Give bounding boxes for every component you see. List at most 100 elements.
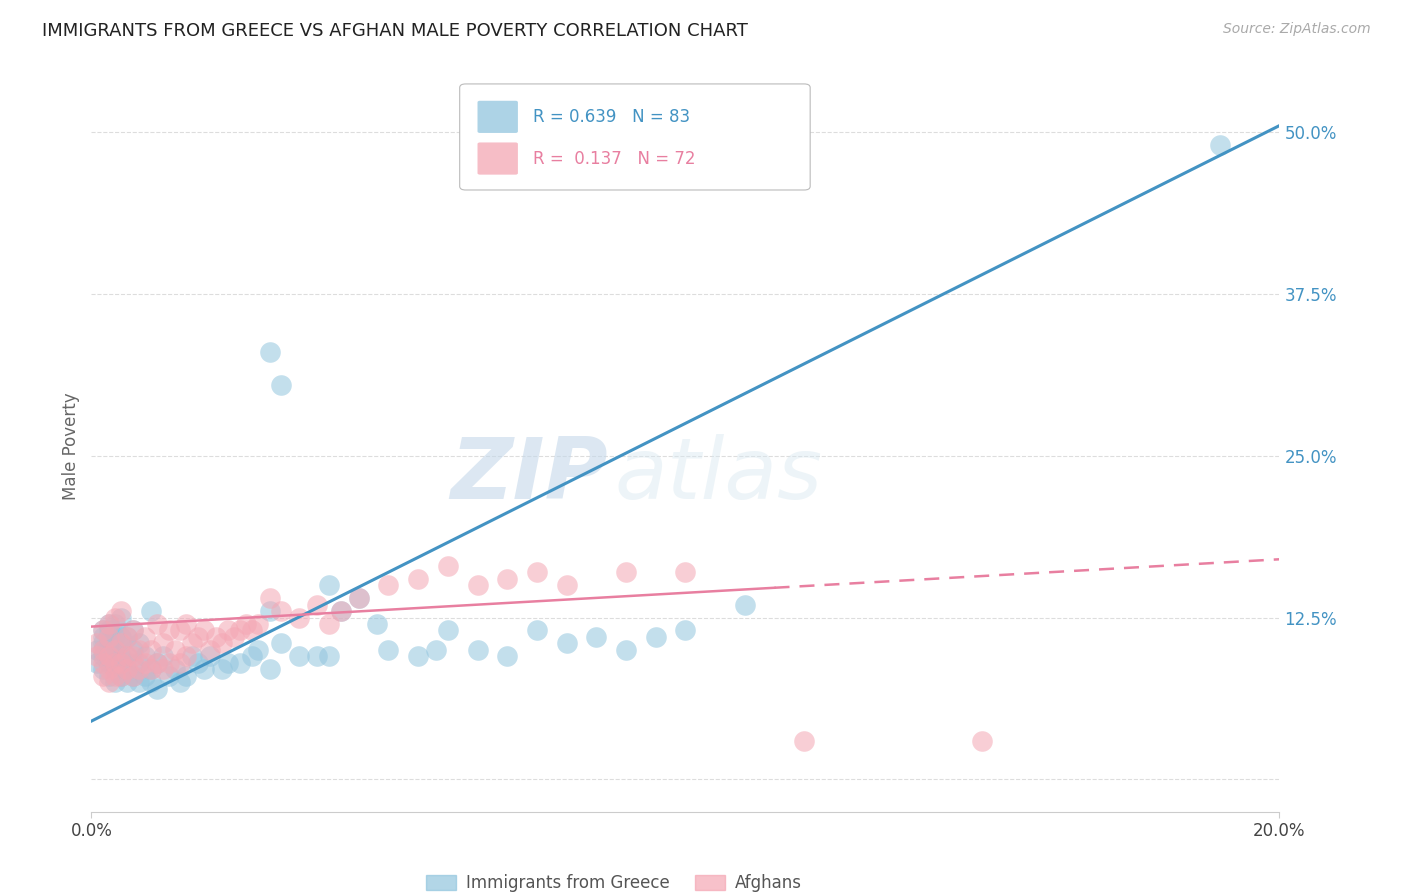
Point [205, 630, 228, 644]
Point [222, 630, 245, 644]
Point [734, 598, 756, 612]
Point [377, 643, 399, 657]
Text: IMMIGRANTS FROM GREECE VS AFGHAN MALE POVERTY CORRELATION CHART: IMMIGRANTS FROM GREECE VS AFGHAN MALE PO… [42, 22, 748, 40]
Point [110, 649, 132, 664]
Point [104, 643, 127, 657]
Point [673, 566, 696, 580]
Point [110, 636, 132, 650]
Point [104, 610, 127, 624]
Point [91, 656, 114, 670]
Point [526, 624, 548, 638]
Point [270, 377, 292, 392]
Point [110, 604, 132, 618]
Point [128, 643, 150, 657]
Point [98, 624, 121, 638]
Point [110, 636, 132, 650]
Point [181, 636, 204, 650]
Point [307, 598, 329, 612]
Point [217, 656, 239, 670]
Point [91, 624, 114, 638]
Point [176, 669, 198, 683]
Point [240, 624, 263, 638]
Point [259, 604, 281, 618]
Point [115, 649, 138, 664]
Point [139, 662, 162, 676]
Point [110, 630, 132, 644]
Point [526, 566, 548, 580]
Point [104, 630, 127, 644]
Point [91, 643, 114, 657]
Point [259, 662, 281, 676]
Text: Source: ZipAtlas.com: Source: ZipAtlas.com [1223, 22, 1371, 37]
FancyBboxPatch shape [460, 84, 810, 190]
Point [793, 733, 815, 747]
Point [98, 630, 121, 644]
Point [122, 649, 145, 664]
Point [318, 649, 340, 664]
Point [104, 662, 127, 676]
Point [98, 617, 121, 632]
Point [270, 636, 292, 650]
Text: R =  0.137   N = 72: R = 0.137 N = 72 [533, 150, 696, 168]
Point [134, 656, 156, 670]
Point [163, 662, 186, 676]
Point [91, 636, 114, 650]
FancyBboxPatch shape [478, 101, 517, 133]
Point [122, 643, 145, 657]
Point [329, 604, 352, 618]
Point [86, 649, 108, 664]
Point [122, 669, 145, 683]
Point [259, 345, 281, 359]
Point [115, 675, 138, 690]
Point [347, 591, 370, 606]
Point [128, 675, 150, 690]
Point [169, 624, 191, 638]
Point [115, 630, 138, 644]
Point [555, 578, 578, 592]
Point [229, 656, 252, 670]
Point [115, 649, 138, 664]
Point [217, 624, 239, 638]
Point [193, 662, 215, 676]
Point [104, 617, 127, 632]
Point [200, 643, 222, 657]
Point [240, 649, 263, 664]
Point [91, 662, 114, 676]
Point [972, 733, 994, 747]
Point [145, 617, 167, 632]
Y-axis label: Male Poverty: Male Poverty [62, 392, 80, 500]
Point [157, 656, 180, 670]
Point [585, 630, 607, 644]
Point [91, 624, 114, 638]
Point [110, 610, 132, 624]
Point [406, 572, 429, 586]
Text: ZIP: ZIP [450, 434, 609, 516]
Point [318, 578, 340, 592]
Point [436, 558, 458, 573]
Point [98, 675, 121, 690]
Point [614, 643, 637, 657]
Point [134, 669, 156, 683]
Point [211, 662, 233, 676]
Point [104, 649, 127, 664]
Point [145, 656, 167, 670]
Point [122, 656, 145, 670]
Point [110, 669, 132, 683]
Point [152, 636, 174, 650]
Point [157, 624, 180, 638]
Point [98, 649, 121, 664]
Point [110, 669, 132, 683]
Point [1209, 138, 1232, 153]
Point [98, 669, 121, 683]
Point [86, 636, 108, 650]
Point [134, 649, 156, 664]
Point [86, 656, 108, 670]
Point [270, 604, 292, 618]
Point [110, 656, 132, 670]
Point [122, 624, 145, 638]
Point [366, 617, 388, 632]
Point [91, 643, 114, 657]
Point [246, 617, 269, 632]
Point [187, 630, 209, 644]
Point [614, 566, 637, 580]
